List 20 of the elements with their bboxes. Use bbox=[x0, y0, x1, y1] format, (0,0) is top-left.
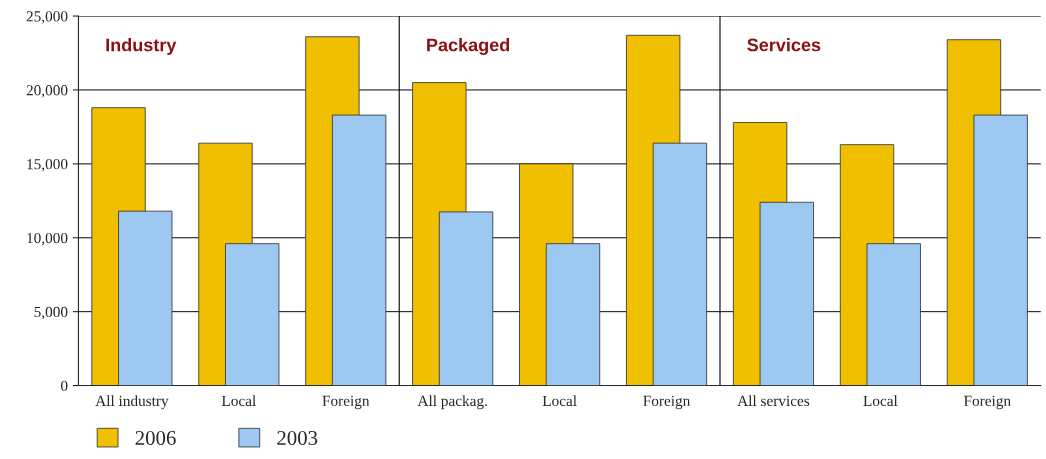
x-tick-label: Local bbox=[863, 395, 898, 407]
legend-label: 2003 bbox=[277, 430, 318, 445]
y-tick-label: 10,000 bbox=[27, 232, 68, 246]
x-tick-label: All packag. bbox=[417, 395, 487, 410]
y-tick-label: 0 bbox=[60, 380, 68, 392]
x-tick-label: Local bbox=[542, 395, 577, 407]
annotation: Services bbox=[747, 38, 821, 52]
y-tick-label: 15,000 bbox=[27, 159, 68, 172]
y-tick-label: 25,000 bbox=[26, 11, 68, 24]
x-tick-label: All services bbox=[737, 395, 810, 407]
x-tick-label: All industry bbox=[95, 395, 169, 410]
x-tick-label: Local bbox=[221, 395, 256, 407]
legend-label: 2006 bbox=[135, 430, 176, 445]
annotation: Industry bbox=[106, 38, 177, 55]
x-tick-label: Foreign bbox=[322, 395, 370, 410]
y-tick-label: 20,000 bbox=[26, 85, 68, 98]
x-tick-label: Foreign bbox=[963, 395, 1011, 410]
y-tick-label: 5,000 bbox=[34, 306, 68, 320]
x-tick-label: Foreign bbox=[643, 395, 691, 410]
annotation: Packaged bbox=[427, 38, 510, 55]
